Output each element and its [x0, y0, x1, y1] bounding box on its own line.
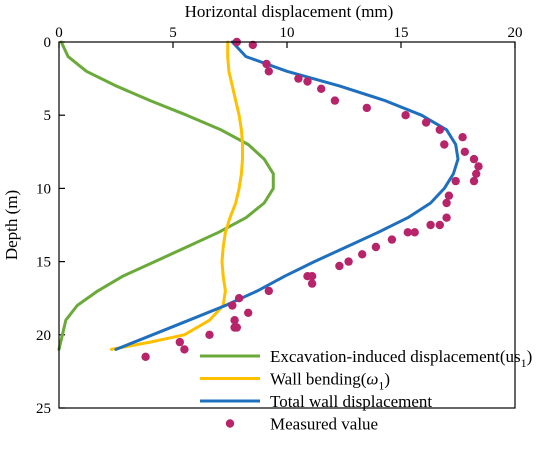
y-tick-label-1: 5 — [44, 108, 52, 124]
measured-point-29 — [358, 250, 367, 259]
x-axis-title: Horizontal displacement (mm) — [185, 2, 394, 21]
measured-point-1 — [248, 40, 257, 50]
measured-point-41 — [230, 323, 239, 332]
measured-point-43 — [175, 337, 184, 347]
measured-point-5 — [303, 77, 312, 86]
x-tick-label-1: 5 — [169, 25, 177, 41]
measured-point-19 — [451, 176, 460, 186]
measured-point-2 — [262, 59, 271, 69]
series-line-2 — [114, 40, 460, 351]
measured-point-10 — [421, 118, 431, 127]
legend-label-0: Excavation-induced displacement(us1) — [270, 347, 532, 370]
measured-point-23 — [435, 220, 444, 230]
measured-point-45 — [141, 352, 150, 361]
measured-point-38 — [244, 308, 253, 317]
x-tick-label-3: 15 — [394, 25, 409, 41]
y-tick-label-2: 10 — [36, 181, 51, 197]
series-line-1 — [109, 40, 244, 351]
measured-point-35 — [264, 286, 273, 296]
measured-point-44 — [180, 345, 189, 354]
legend-label-1: Wall bending(ω1) — [270, 370, 390, 393]
measured-point-18 — [469, 176, 479, 186]
measured-point-6 — [317, 84, 326, 94]
measured-point-21 — [442, 198, 451, 208]
measured-point-34 — [303, 272, 312, 281]
x-tick-label-2: 10 — [280, 25, 295, 41]
measured-point-16 — [474, 162, 483, 171]
measured-point-24 — [426, 220, 435, 230]
measured-point-42 — [205, 330, 214, 339]
measured-point-15 — [469, 154, 479, 164]
measured-point-39 — [230, 316, 239, 325]
legend-swatch-3 — [225, 419, 235, 428]
legend-label-3: Measured value — [270, 415, 378, 434]
y-tick-label-3: 15 — [36, 255, 51, 271]
measured-point-36 — [234, 294, 244, 303]
series-line-0 — [57, 40, 275, 351]
legend-label-2: Total wall displacement — [270, 392, 432, 411]
y-axis-title: Depth (m) — [2, 190, 21, 260]
x-axis-ticks: 0 5 10 15 20 — [55, 25, 523, 48]
y-tick-label-0: 0 — [44, 35, 52, 51]
measured-point-26 — [403, 228, 412, 237]
measured-point-22 — [442, 213, 451, 222]
y-tick-label-4: 20 — [36, 328, 51, 344]
measured-point-7 — [330, 96, 340, 105]
measured-point-33 — [307, 279, 317, 288]
measured-point-12 — [440, 140, 449, 149]
plot-frame — [58, 41, 516, 409]
measured-point-30 — [344, 257, 353, 266]
x-tick-label-4: 20 — [508, 25, 523, 41]
measured-point-9 — [401, 111, 410, 120]
x-tick-label-0: 0 — [55, 25, 63, 41]
measured-point-11 — [435, 125, 444, 134]
measured-point-17 — [472, 169, 481, 178]
y-tick-label-5: 25 — [36, 401, 51, 417]
measured-point-3 — [264, 67, 273, 76]
measured-point-37 — [228, 301, 237, 310]
measured-point-20 — [444, 191, 454, 200]
measured-point-8 — [362, 103, 371, 113]
measured-point-27 — [387, 235, 397, 244]
legend: Excavation-induced displacement(us1)Wall… — [200, 347, 532, 434]
measured-point-31 — [335, 261, 344, 271]
measured-point-25 — [410, 228, 419, 237]
plot-area — [57, 37, 483, 361]
measured-point-28 — [371, 242, 381, 252]
y-axis-ticks: 0 5 10 15 20 25 — [36, 35, 65, 417]
measured-point-13 — [458, 133, 467, 142]
measured-point-4 — [294, 74, 303, 83]
measured-point-14 — [460, 147, 469, 156]
